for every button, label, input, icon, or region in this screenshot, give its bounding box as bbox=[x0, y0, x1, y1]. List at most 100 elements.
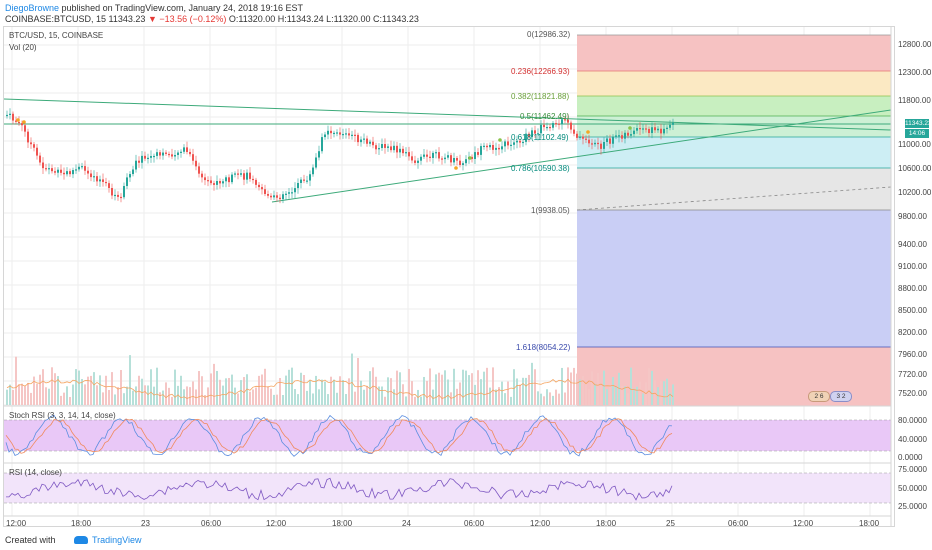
price-tick: 9400.00 bbox=[898, 240, 927, 249]
candle-body bbox=[120, 196, 122, 199]
volume-bar bbox=[615, 386, 617, 405]
fib-label-1: 1(9938.05) bbox=[531, 206, 570, 215]
volume-bar bbox=[363, 389, 365, 405]
volume-bar bbox=[345, 394, 347, 405]
candle-body bbox=[663, 128, 665, 134]
candle-body bbox=[201, 173, 203, 178]
candle-body bbox=[12, 113, 14, 121]
candle-body bbox=[324, 134, 326, 138]
candle-body bbox=[567, 119, 569, 123]
volume-bar bbox=[234, 387, 236, 405]
trendline-upper[interactable] bbox=[3, 98, 892, 131]
volume-bar bbox=[525, 377, 527, 405]
candle-body bbox=[447, 155, 449, 158]
candle-body bbox=[579, 136, 581, 138]
candle-body bbox=[180, 151, 182, 153]
candle-body bbox=[168, 153, 170, 156]
candle-body bbox=[69, 171, 71, 175]
volume-bar bbox=[462, 369, 464, 405]
volume-bar bbox=[27, 382, 29, 405]
candle-body bbox=[435, 152, 437, 154]
candle-body bbox=[267, 193, 269, 196]
volume-bar bbox=[240, 380, 242, 405]
fib-label-786: 0.786(10590.38) bbox=[511, 164, 570, 173]
volume-bar bbox=[138, 375, 140, 405]
volume-bar bbox=[243, 377, 245, 405]
volume-bar bbox=[531, 362, 533, 405]
candle-body bbox=[327, 130, 329, 135]
price-tick: 12800.00 bbox=[898, 40, 932, 49]
trend-lines[interactable] bbox=[3, 98, 892, 203]
candle-body bbox=[501, 146, 503, 150]
candle-body bbox=[288, 192, 290, 194]
time-tick: 25 bbox=[666, 519, 675, 528]
candle-body bbox=[270, 195, 272, 198]
candle-body bbox=[138, 160, 140, 163]
volume-bar bbox=[270, 388, 272, 405]
volume-bar bbox=[564, 392, 566, 405]
author-link[interactable]: DiegoBrowne bbox=[5, 3, 60, 13]
volume-bar bbox=[573, 367, 575, 405]
volume-bar bbox=[111, 372, 113, 405]
volume-ma-line bbox=[6, 378, 674, 399]
fib-label-382: 0.382(11821.88) bbox=[511, 92, 570, 101]
volume-bar bbox=[609, 384, 611, 405]
volume-bar bbox=[582, 375, 584, 405]
volume-bar bbox=[198, 371, 200, 405]
fibonacci-retracement[interactable] bbox=[576, 34, 892, 406]
candle-body bbox=[285, 193, 287, 195]
time-tick: 18:00 bbox=[596, 519, 617, 528]
volume-bar bbox=[231, 374, 233, 405]
candle-body bbox=[36, 147, 38, 156]
volume-bar bbox=[648, 368, 650, 405]
volume-bar bbox=[30, 392, 32, 405]
volume-bar bbox=[486, 367, 488, 405]
candle-body bbox=[411, 156, 413, 161]
fib-zone-236 bbox=[577, 71, 891, 96]
candle-body bbox=[198, 166, 200, 174]
fib-label-236: 0.236(12266.93) bbox=[511, 67, 570, 76]
candle-body bbox=[627, 132, 629, 136]
price-tick: 10600.00 bbox=[898, 164, 932, 173]
price-tick: 7720.00 bbox=[898, 370, 927, 379]
candle-body bbox=[642, 128, 644, 130]
price-tick: 8200.00 bbox=[898, 328, 927, 337]
candle-body bbox=[318, 151, 320, 158]
signal-dot bbox=[22, 120, 26, 124]
candle-body bbox=[540, 124, 542, 134]
volume-bar bbox=[516, 378, 518, 405]
volume-bar bbox=[225, 378, 227, 405]
volume-bar bbox=[624, 386, 626, 405]
candle-body bbox=[108, 183, 110, 189]
candle-body bbox=[426, 154, 428, 157]
candle-body bbox=[303, 179, 305, 181]
candle-body bbox=[423, 154, 425, 157]
candle-body bbox=[387, 146, 389, 148]
price-tick: 8500.00 bbox=[898, 306, 927, 315]
volume-bar bbox=[72, 384, 74, 405]
volume-bar bbox=[606, 389, 608, 405]
candle-body bbox=[645, 128, 647, 130]
volume-bar bbox=[12, 389, 14, 405]
candle-body bbox=[561, 119, 563, 125]
tradingview-logo[interactable]: TradingView bbox=[74, 535, 142, 545]
candle-body bbox=[54, 171, 56, 173]
event-badge[interactable]: 2 6 bbox=[808, 391, 830, 402]
candle-body bbox=[363, 138, 365, 140]
volume-bar bbox=[348, 378, 350, 405]
event-badge[interactable]: 3 2 bbox=[830, 391, 852, 402]
volume-bar bbox=[375, 376, 377, 405]
candle-body bbox=[57, 169, 59, 173]
volume-bar bbox=[639, 381, 641, 405]
candle-body bbox=[87, 170, 89, 174]
chart-frame bbox=[3, 26, 895, 527]
candle-body bbox=[585, 138, 587, 140]
volume-bar bbox=[471, 373, 473, 405]
volume-bar bbox=[144, 385, 146, 405]
fib-zone-1 bbox=[577, 210, 891, 347]
candle-body bbox=[99, 179, 101, 182]
trendline-lower[interactable] bbox=[271, 109, 892, 203]
candle-body bbox=[570, 122, 572, 130]
candle-body bbox=[276, 195, 278, 198]
